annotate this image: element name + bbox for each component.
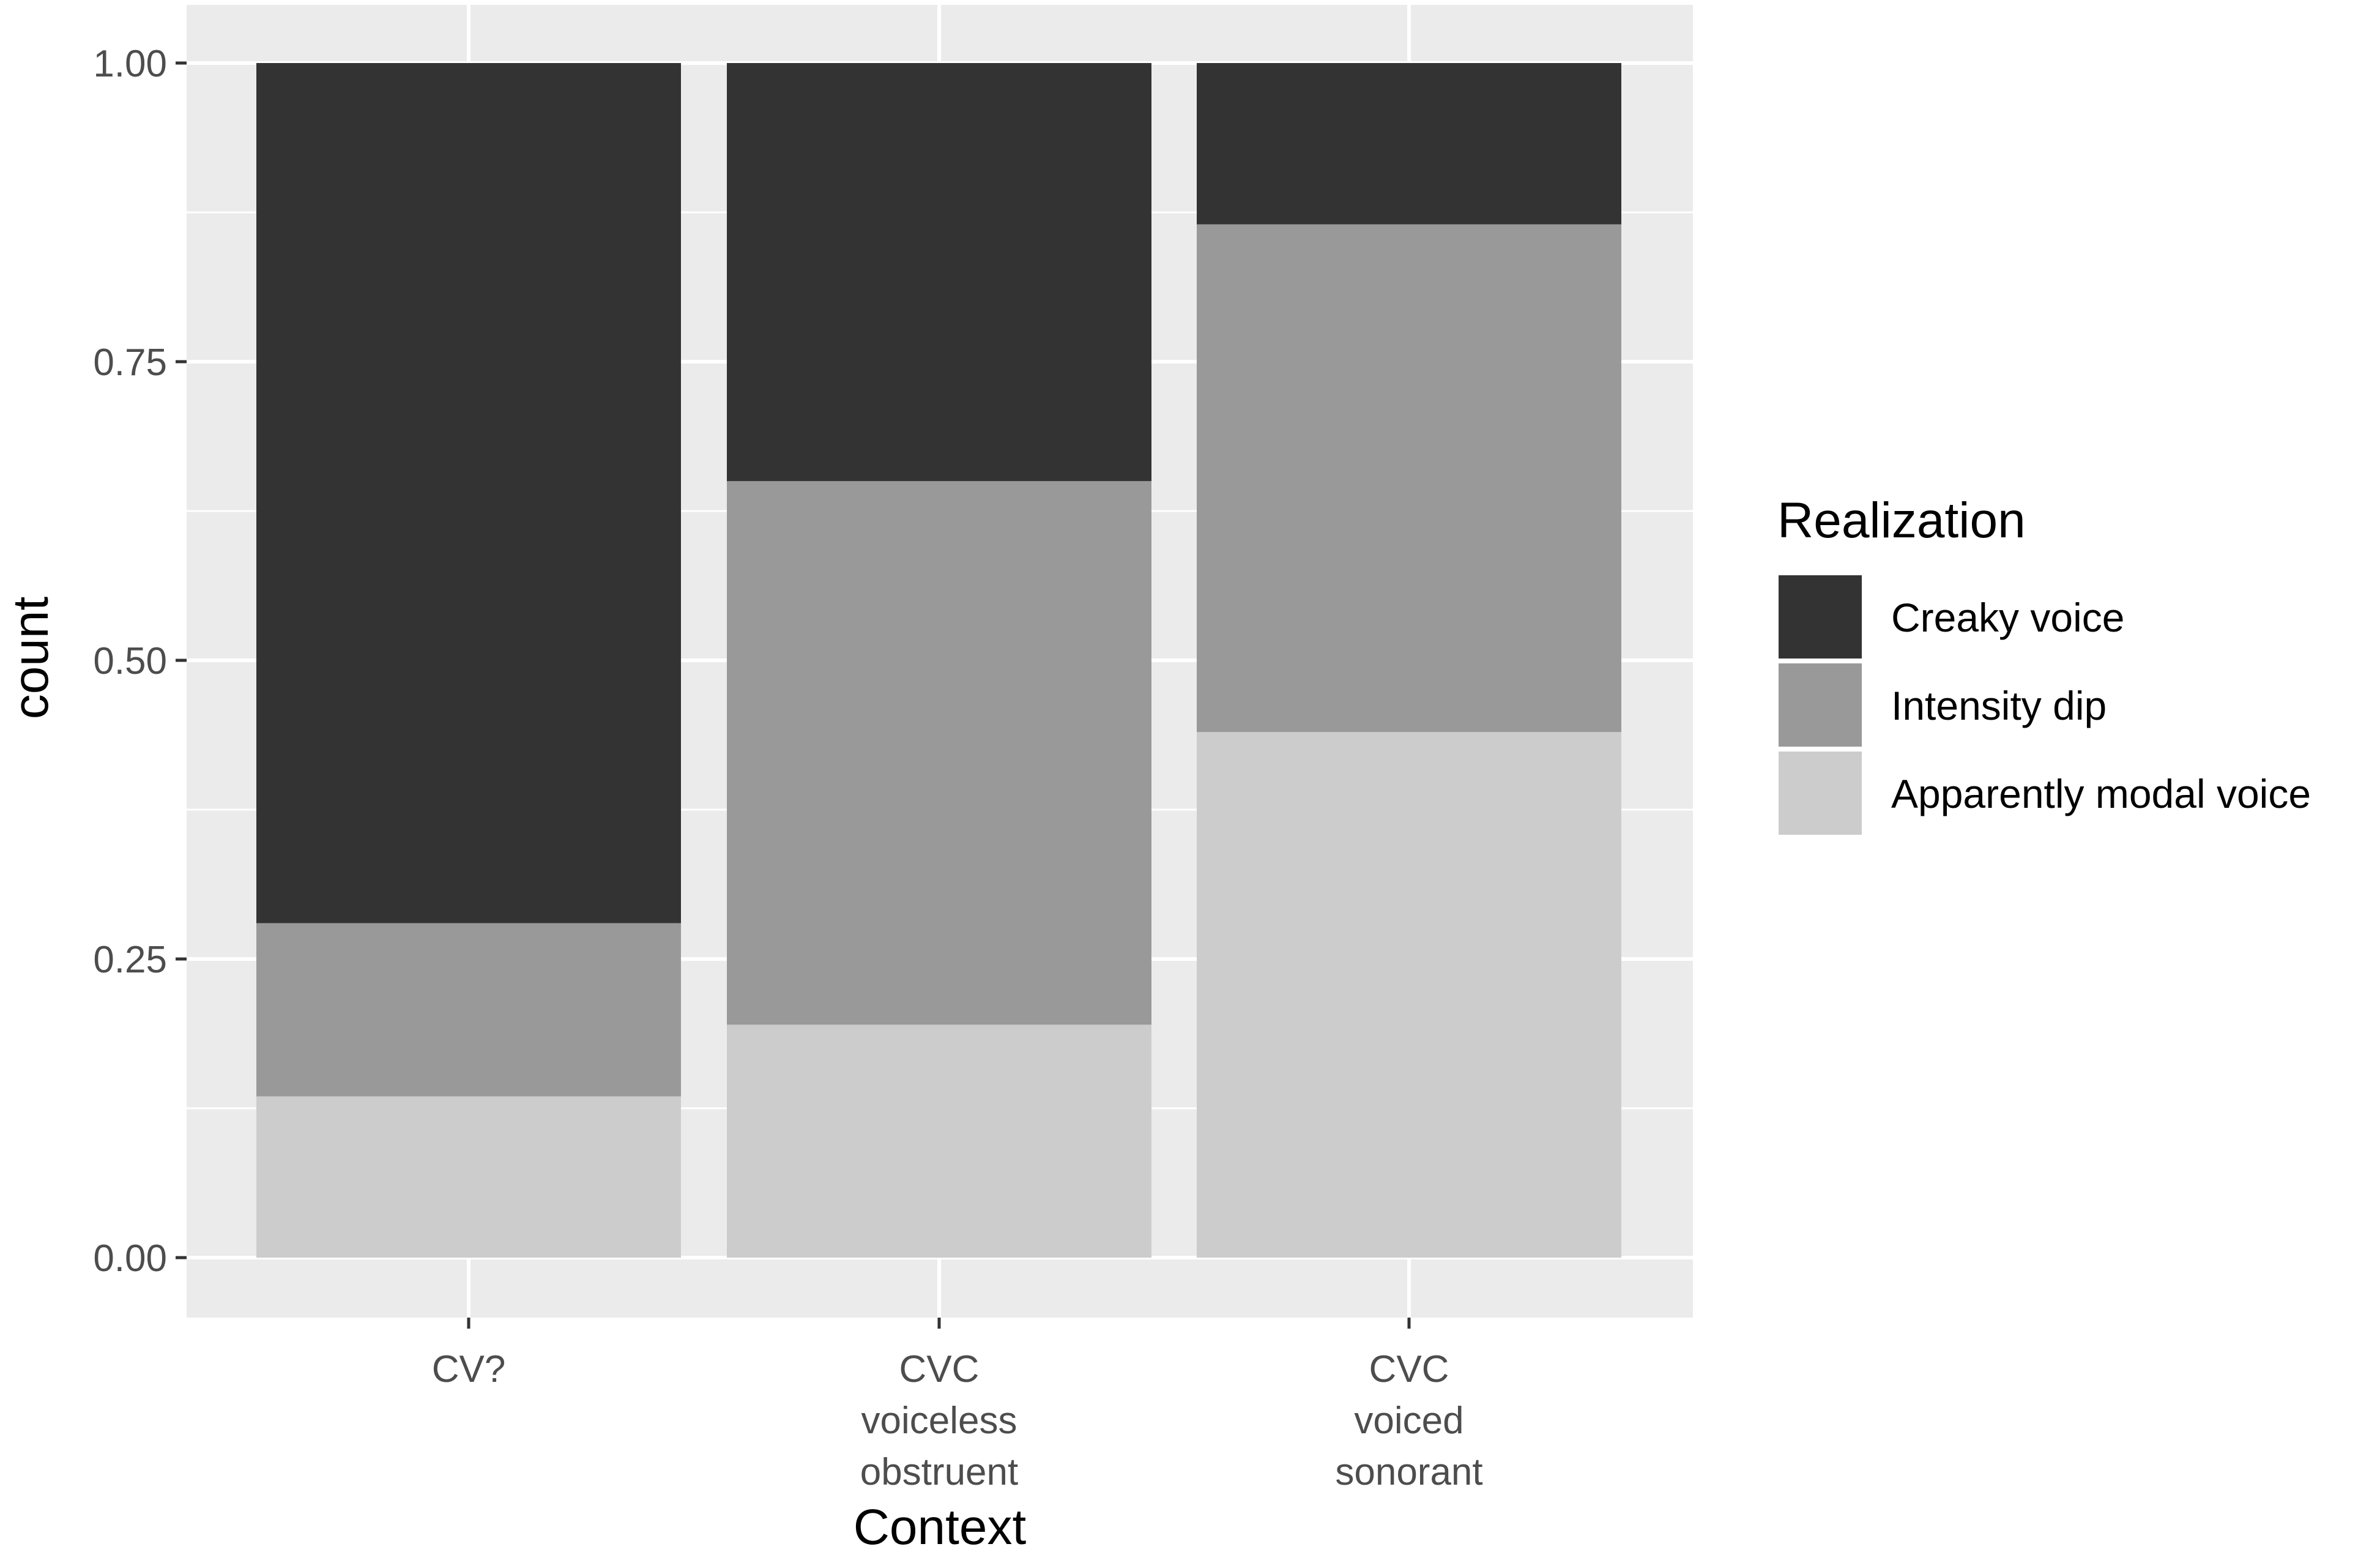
- bar-segment: [727, 1024, 1151, 1258]
- bar-segment: [1197, 732, 1621, 1258]
- bar-segment: [727, 63, 1151, 482]
- legend-key: [1776, 661, 1864, 749]
- bar-segment: [727, 481, 1151, 1025]
- y-tick-label: 0.50: [93, 640, 167, 682]
- legend-key: [1776, 573, 1864, 661]
- bar-segment: [1197, 224, 1621, 733]
- y-tick-label: 0.00: [93, 1237, 167, 1280]
- legend-key: [1776, 749, 1864, 837]
- y-axis: 0.00 0.25 0.50 0.75 1.00: [93, 43, 187, 1280]
- x-axis: CV? CVC voiceless obstruent CVC voiced sonoran…: [432, 1318, 1483, 1493]
- legend-label: Intensity dip: [1891, 683, 2107, 728]
- y-tick-label: 0.25: [93, 939, 167, 981]
- y-tick-label: 0.75: [93, 341, 167, 384]
- legend: Realization Creaky voice Intensity dip App…: [1776, 493, 2311, 837]
- legend-title: Realization: [1777, 493, 2026, 548]
- bar-segment: [1197, 63, 1621, 225]
- bar-segment: [256, 63, 681, 923]
- legend-items: Creaky voice Intensity dip Apparently moda…: [1776, 573, 2311, 837]
- bar-segment: [256, 1096, 681, 1258]
- x-tick-label: CV?: [432, 1348, 506, 1390]
- legend-label: Creaky voice: [1891, 595, 2124, 640]
- x-tick-label: CVC voiced sonorant: [1335, 1348, 1482, 1493]
- x-axis-title: Context: [853, 1499, 1027, 1552]
- bar-segment: [256, 923, 681, 1097]
- y-axis-title: count: [3, 596, 59, 719]
- y-tick-label: 1.00: [93, 43, 167, 85]
- legend-label: Apparently modal voice: [1891, 771, 2311, 816]
- x-tick-label: CVC voiceless obstruent: [860, 1348, 1019, 1493]
- bars: [256, 63, 1621, 1258]
